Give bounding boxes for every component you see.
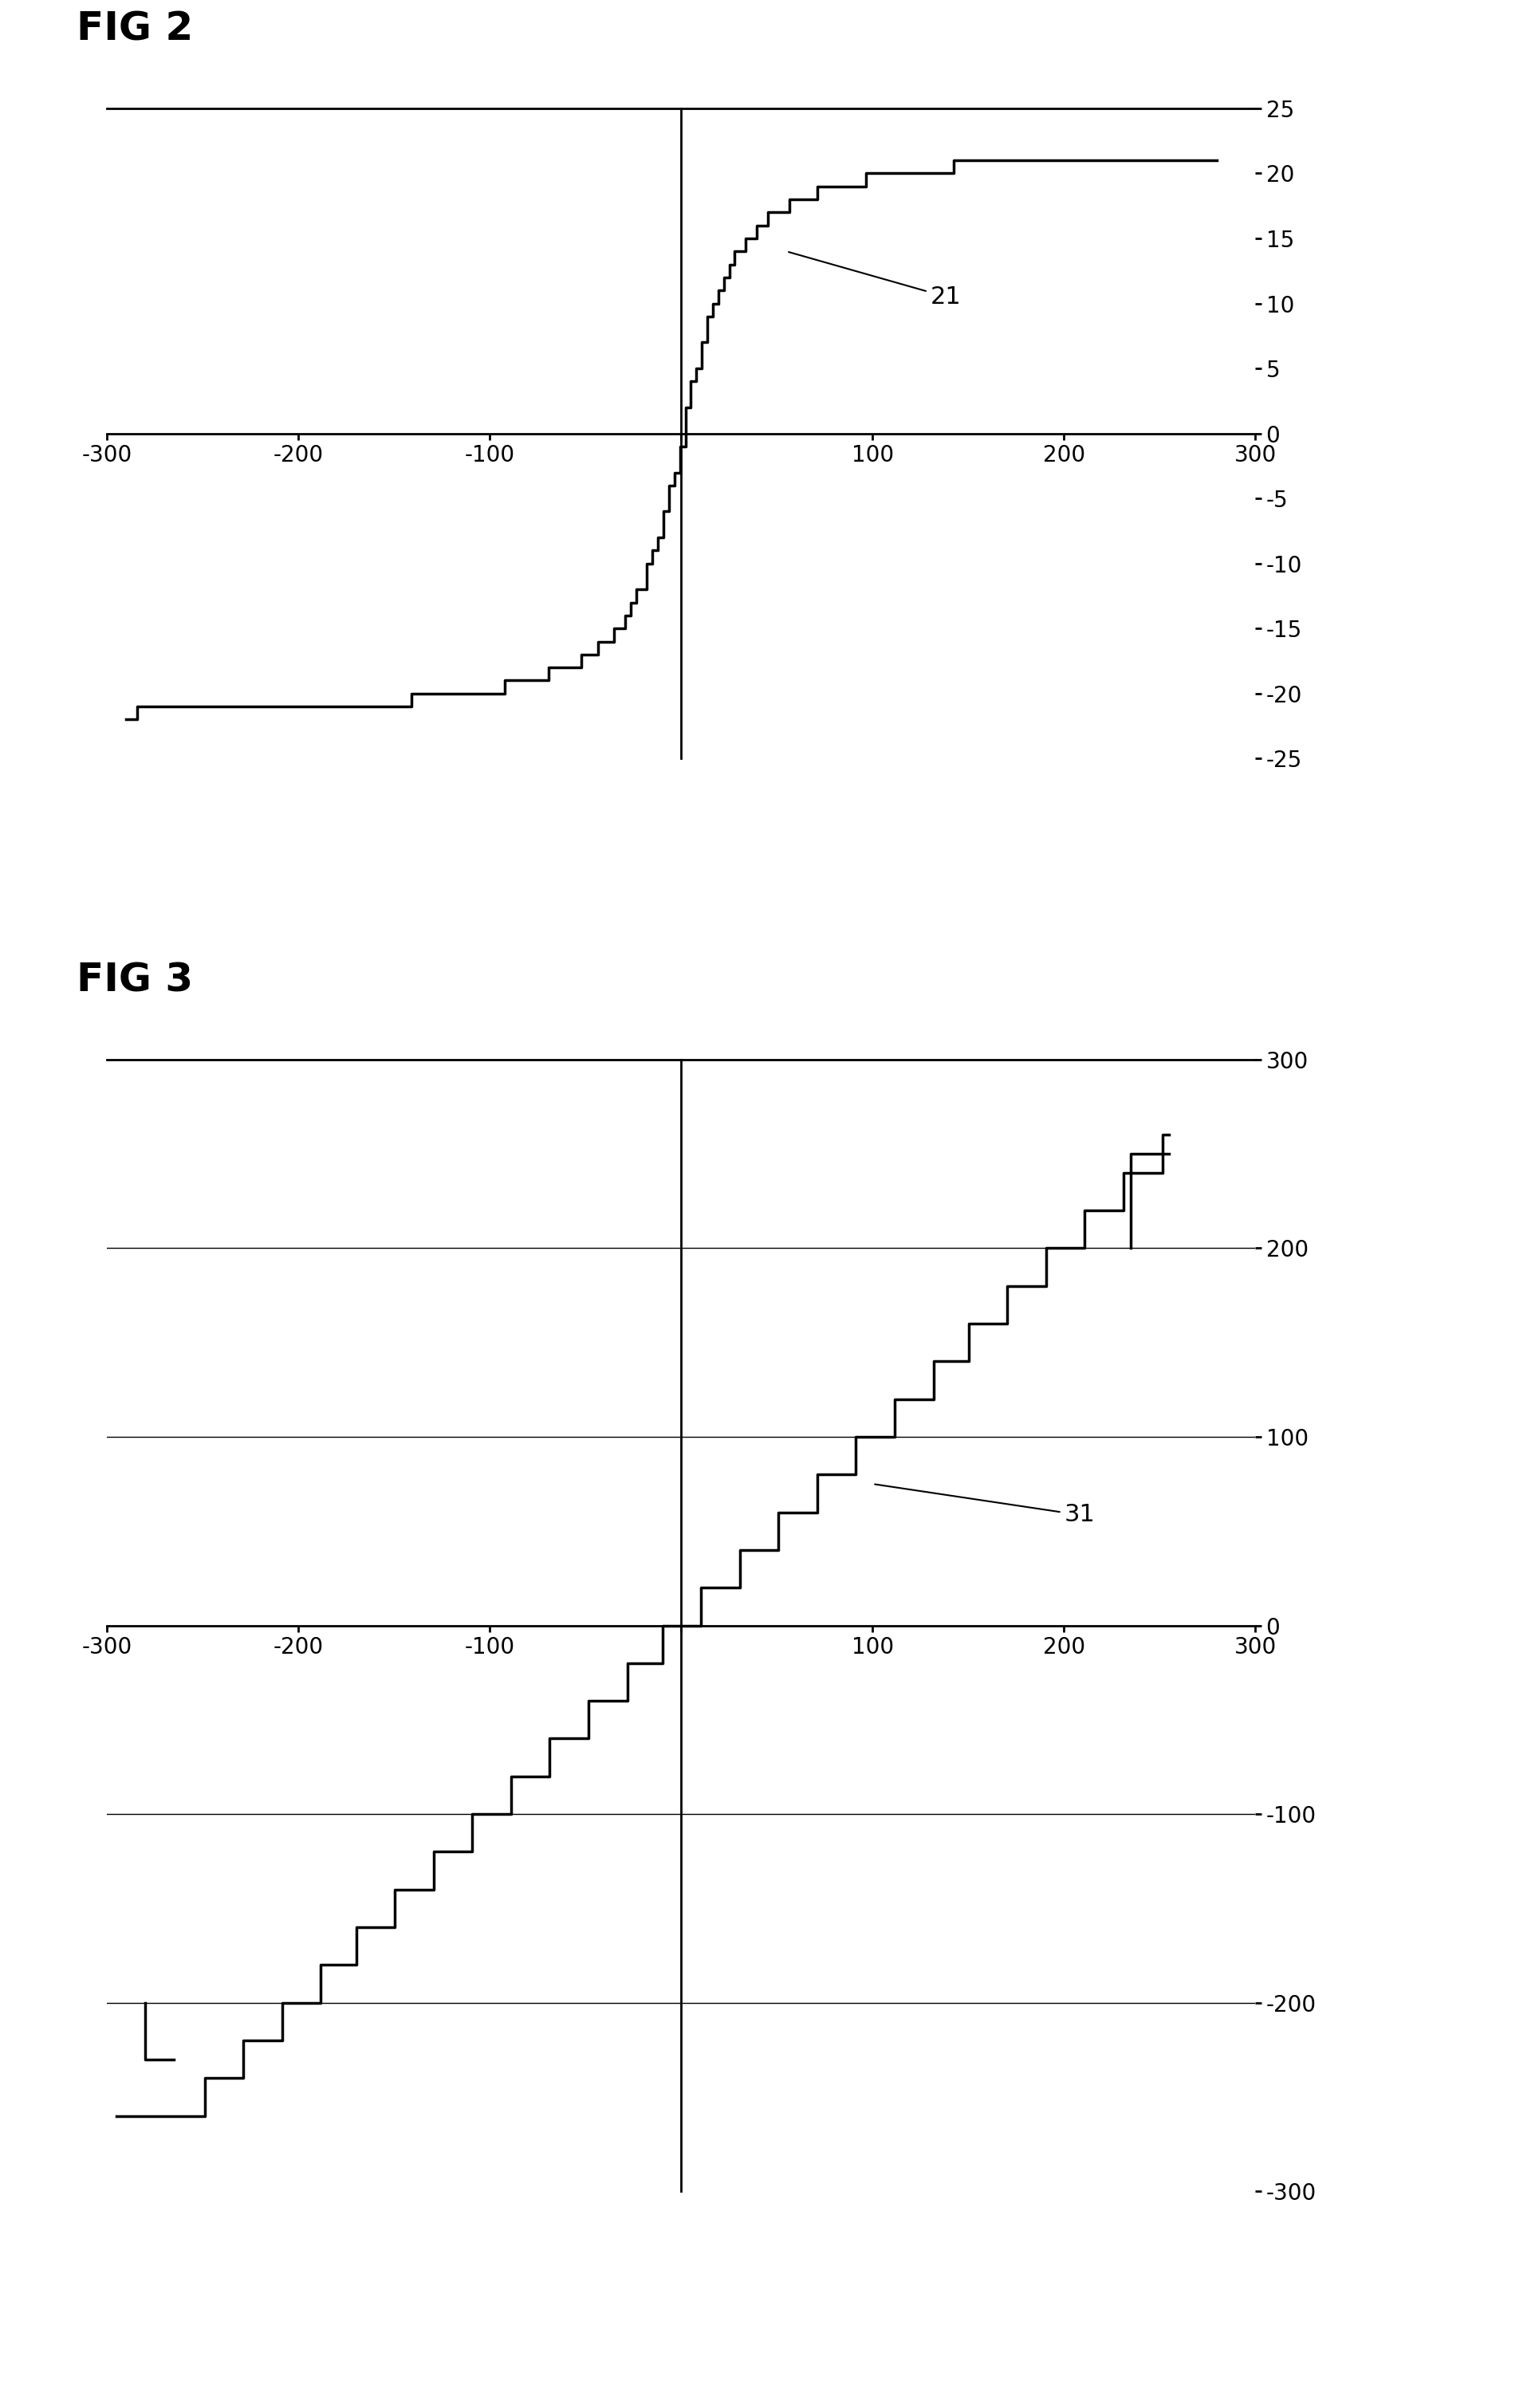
Text: FIG 3: FIG 3 [77, 961, 193, 999]
Text: 31: 31 [874, 1483, 1095, 1527]
Text: 21: 21 [788, 253, 961, 308]
Text: FIG 2: FIG 2 [77, 10, 193, 48]
